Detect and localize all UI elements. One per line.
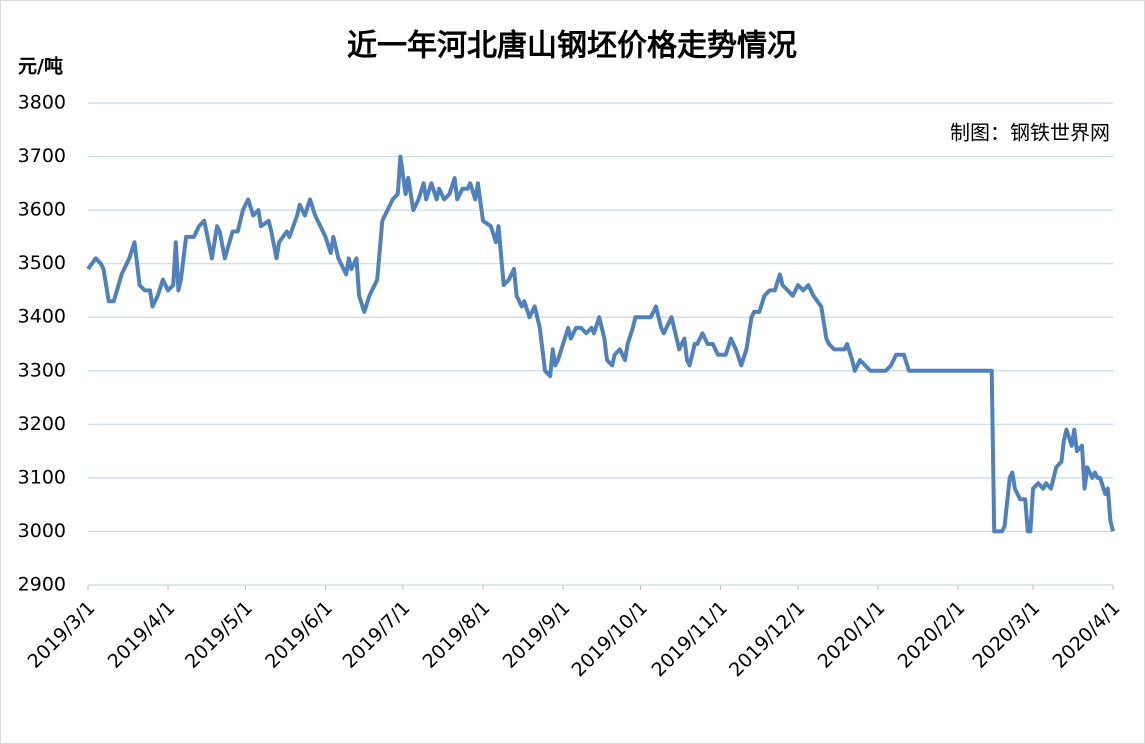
y-tick-label: 3100 bbox=[18, 466, 66, 488]
y-tick-label: 3500 bbox=[18, 252, 66, 274]
y-axis-unit: 元/吨 bbox=[18, 55, 63, 78]
y-tick-label: 3800 bbox=[18, 92, 66, 114]
y-tick-label: 3200 bbox=[18, 413, 66, 435]
y-tick-label: 3000 bbox=[18, 520, 66, 542]
y-tick-label: 3600 bbox=[18, 199, 66, 221]
annotation: 制图：钢铁世界网 bbox=[950, 121, 1110, 145]
y-tick-label: 3700 bbox=[18, 145, 66, 167]
y-tick-label: 3300 bbox=[18, 359, 66, 381]
line bbox=[86, 154, 1115, 534]
chart-title: 近一年河北唐山钢坯价格走势情况 bbox=[347, 29, 797, 64]
y-tick-label: 2900 bbox=[18, 574, 66, 596]
y-tick-label: 3400 bbox=[18, 306, 66, 328]
